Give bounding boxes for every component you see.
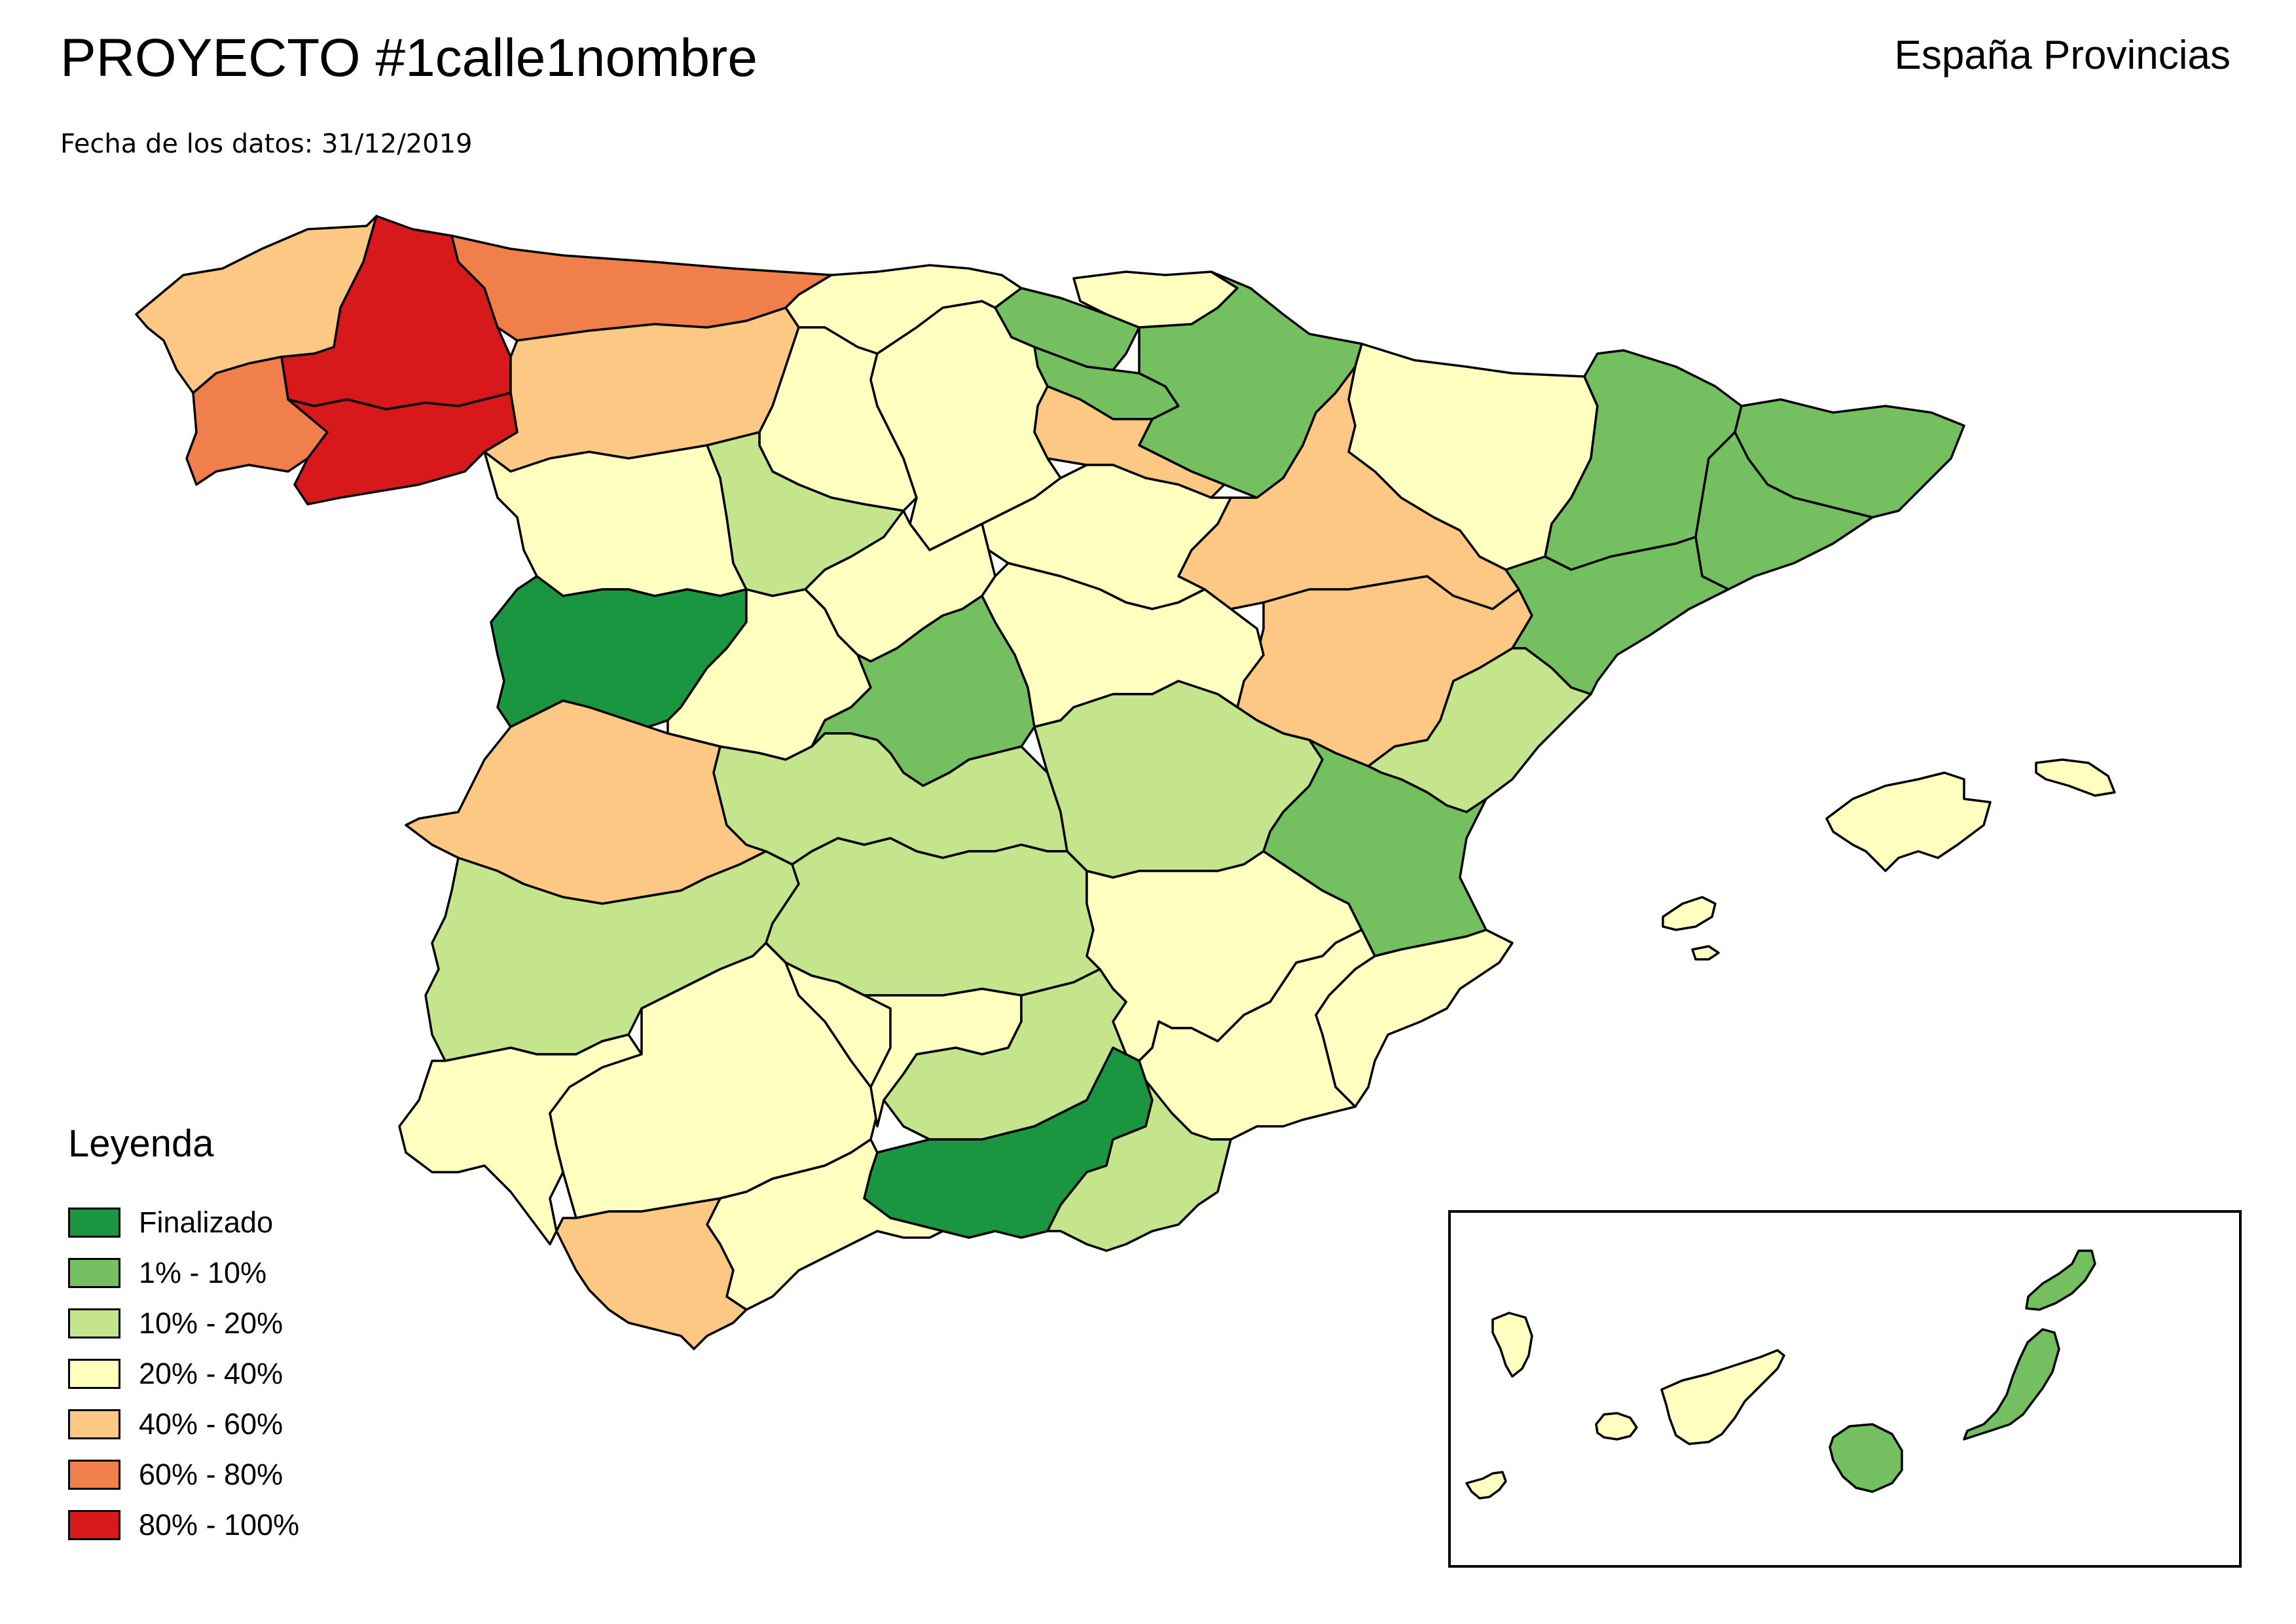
legend-item: 1% - 10% bbox=[68, 1247, 299, 1298]
legend-swatch bbox=[68, 1409, 120, 1439]
legend-item: 80% - 100% bbox=[68, 1500, 299, 1550]
province-almeria bbox=[1046, 1079, 1232, 1252]
legend: Leyenda Finalizado 1% - 10% 10% - 20% 20… bbox=[68, 1125, 299, 1550]
province-illes-balears-formentera bbox=[1691, 945, 1720, 961]
province-tarragona bbox=[1504, 536, 1730, 695]
island-tenerife bbox=[1660, 1349, 1785, 1445]
canary-islands-inset-frame bbox=[1448, 1210, 2242, 1568]
legend-label: 10% - 20% bbox=[139, 1306, 283, 1340]
legend-title: Leyenda bbox=[68, 1122, 214, 1165]
legend-item: Finalizado bbox=[68, 1197, 299, 1247]
island-la-palma bbox=[1491, 1312, 1533, 1378]
legend-label: Finalizado bbox=[139, 1206, 274, 1239]
island-gran-canaria bbox=[1829, 1423, 1903, 1493]
legend-label: 60% - 80% bbox=[139, 1458, 283, 1491]
legend-swatch bbox=[68, 1257, 120, 1288]
legend-label: 20% - 40% bbox=[139, 1357, 283, 1390]
province-burgos bbox=[869, 300, 1062, 551]
legend-item: 20% - 40% bbox=[68, 1348, 299, 1399]
province-illes-balears-menorca bbox=[2035, 758, 2116, 797]
data-date: Fecha de los datos: 31/12/2019 bbox=[60, 129, 473, 159]
province-zamora bbox=[483, 444, 748, 597]
legend-swatch bbox=[68, 1308, 120, 1338]
island-fuerteventura bbox=[1963, 1328, 2060, 1441]
legend-swatch bbox=[68, 1207, 120, 1238]
legend-swatch bbox=[68, 1459, 120, 1490]
province-illes-balears-mallorca bbox=[1825, 771, 1992, 872]
map-region-label: España Provincias bbox=[1894, 33, 2231, 78]
legend-item: 60% - 80% bbox=[68, 1449, 299, 1500]
legend-item: 10% - 20% bbox=[68, 1298, 299, 1348]
province-illes-balears-ibiza bbox=[1662, 896, 1717, 931]
province-barcelona bbox=[1694, 431, 1874, 591]
province-ourense bbox=[287, 392, 519, 506]
island-el-hierro bbox=[1465, 1471, 1507, 1500]
legend-label: 80% - 100% bbox=[139, 1508, 300, 1541]
island-lanzarote bbox=[2025, 1249, 2096, 1311]
map-title: PROYECTO #1calle1nombre bbox=[60, 28, 757, 88]
legend-label: 1% - 10% bbox=[139, 1256, 267, 1289]
island-la-gomera bbox=[1595, 1412, 1638, 1441]
legend-swatch bbox=[68, 1509, 120, 1540]
legend-item: 40% - 60% bbox=[68, 1399, 299, 1449]
legend-swatch bbox=[68, 1358, 120, 1389]
province-cadiz bbox=[555, 1197, 748, 1350]
legend-label: 40% - 60% bbox=[139, 1407, 283, 1441]
province-ciudad-real bbox=[765, 837, 1101, 997]
